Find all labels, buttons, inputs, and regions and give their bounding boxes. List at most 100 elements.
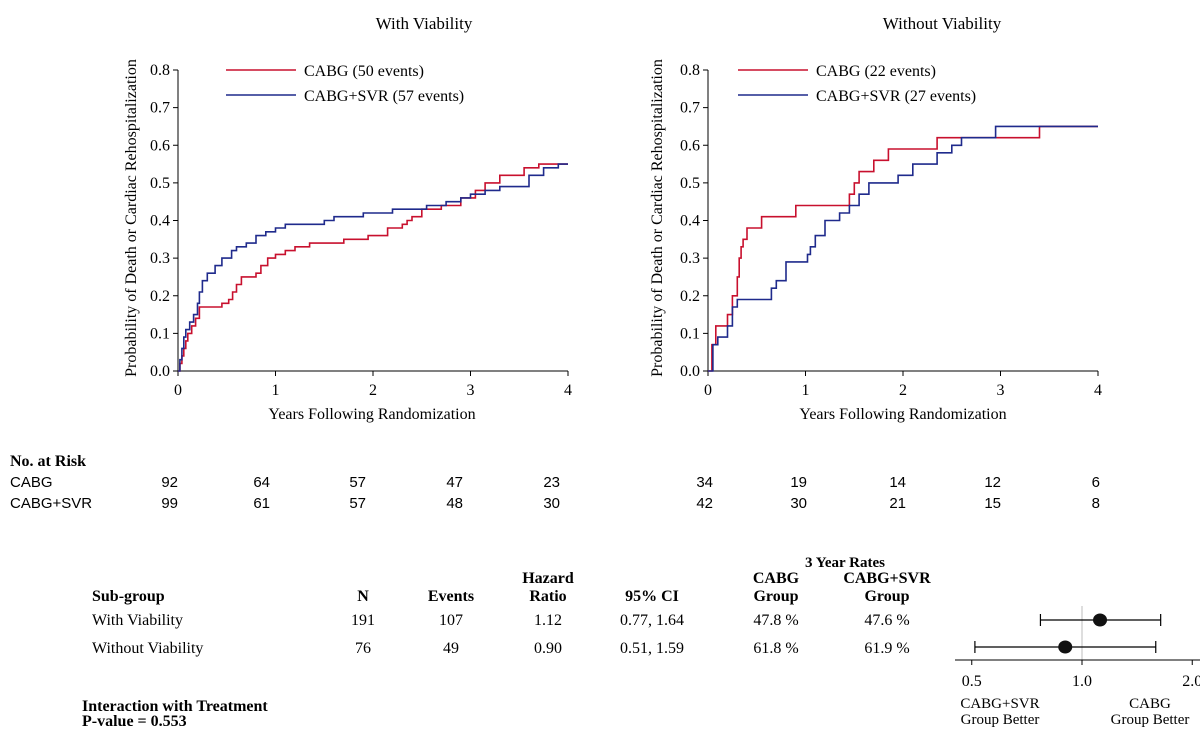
interaction-label: Interaction with Treatment bbox=[82, 698, 268, 715]
forest-plot: 0.5 1.0 2.0 CABG+SVR Group Better CABG Group … bbox=[955, 606, 1200, 728]
y-tick-label: 0.1 bbox=[680, 325, 700, 342]
panel-title: With Viability bbox=[376, 14, 473, 33]
legend-label-cabg: CABG (50 events) bbox=[304, 63, 424, 80]
header-hr-2: Ratio bbox=[529, 588, 566, 605]
header-svr-1: CABG+SVR bbox=[843, 570, 931, 587]
row-svr-rate: 47.6 % bbox=[864, 612, 909, 629]
risk-cell: 14 bbox=[889, 474, 906, 491]
forest-tick-label: 1.0 bbox=[1072, 673, 1092, 690]
series-line-cabg bbox=[178, 163, 568, 372]
x-tick-label: 4 bbox=[564, 382, 572, 399]
risk-table-heading: No. at Risk bbox=[10, 453, 86, 470]
series-line-cabg-svr bbox=[178, 163, 568, 372]
y-tick-label: 0.7 bbox=[680, 100, 700, 117]
y-tick-label: 0.0 bbox=[150, 363, 170, 380]
interaction-pvalue: P-value = 0.553 bbox=[82, 713, 187, 730]
y-axis-label: Probability of Death or Cardiac Rehospit… bbox=[649, 59, 666, 377]
y-tick-label: 0.5 bbox=[150, 175, 170, 192]
risk-cell: 30 bbox=[790, 495, 807, 512]
series-group bbox=[178, 163, 568, 372]
risk-cell: 64 bbox=[253, 474, 270, 491]
subgroup-table: 3 Year Rates Sub-group N Events Hazard R… bbox=[82, 555, 931, 730]
row-ci: 0.51, 1.59 bbox=[620, 640, 684, 657]
risk-cell: 48 bbox=[446, 495, 463, 512]
row-cabg-rate: 47.8 % bbox=[753, 612, 798, 629]
x-tick-label: 0 bbox=[174, 382, 182, 399]
caption-cabg-better: CABG Group Better bbox=[1111, 696, 1190, 728]
risk-table: No. at Risk CABG CABG+SVR 92 64 57 47 23… bbox=[10, 453, 1100, 512]
x-tick-label: 3 bbox=[467, 382, 475, 399]
risk-cell: 42 bbox=[696, 495, 713, 512]
rates-heading: 3 Year Rates bbox=[805, 555, 885, 571]
y-tick-label: 0.5 bbox=[680, 175, 700, 192]
x-tick-label: 3 bbox=[997, 382, 1005, 399]
row-n: 191 bbox=[351, 612, 375, 629]
risk-cell: 34 bbox=[696, 474, 713, 491]
forest-x-ticks: 0.5 1.0 2.0 bbox=[962, 660, 1200, 690]
km-panel-with-viability: With Viability Probability of Death or C… bbox=[123, 14, 572, 423]
header-cabg-2: Group bbox=[753, 588, 798, 605]
forest-tick-label: 2.0 bbox=[1182, 673, 1200, 690]
x-tick-label: 2 bbox=[369, 382, 377, 399]
row-hr: 0.90 bbox=[534, 640, 562, 657]
row-hr: 1.12 bbox=[534, 612, 562, 629]
risk-cell: 21 bbox=[889, 495, 906, 512]
y-axis-label: Probability of Death or Cardiac Rehospit… bbox=[123, 59, 140, 377]
y-tick-label: 0.0 bbox=[680, 363, 700, 380]
risk-cell: 15 bbox=[984, 495, 1001, 512]
x-ticks: 0 1 2 3 4 bbox=[704, 371, 1102, 399]
y-tick-label: 0.3 bbox=[150, 250, 170, 267]
forest-captions: CABG+SVR Group Better CABG Group Better bbox=[960, 696, 1189, 728]
legend: CABG (22 events) CABG+SVR (27 events) bbox=[738, 63, 976, 105]
y-ticks: 0.0 0.1 0.2 0.3 0.4 0.5 0.6 0.7 0.8 bbox=[150, 62, 178, 380]
row-events: 107 bbox=[439, 612, 463, 629]
panel-title: Without Viability bbox=[883, 14, 1002, 33]
hazard-ratio-point bbox=[1093, 613, 1108, 627]
y-tick-label: 0.8 bbox=[680, 62, 700, 79]
x-axis-label: Years Following Randomization bbox=[799, 406, 1006, 423]
y-tick-label: 0.4 bbox=[680, 213, 700, 230]
header-hr-1: Hazard bbox=[522, 570, 574, 587]
x-axis-label: Years Following Randomization bbox=[268, 406, 475, 423]
risk-cell: 23 bbox=[543, 474, 560, 491]
legend-label-cabg: CABG (22 events) bbox=[816, 63, 936, 80]
y-tick-label: 0.2 bbox=[150, 288, 170, 305]
x-tick-label: 2 bbox=[899, 382, 907, 399]
risk-cell: 92 bbox=[161, 474, 178, 491]
x-tick-label: 0 bbox=[704, 382, 712, 399]
y-tick-label: 0.7 bbox=[150, 100, 170, 117]
risk-row-label-cabg: CABG bbox=[10, 474, 53, 491]
risk-cell: 47 bbox=[446, 474, 463, 491]
row-ci: 0.77, 1.64 bbox=[620, 612, 684, 629]
x-tick-label: 1 bbox=[802, 382, 810, 399]
y-tick-label: 0.1 bbox=[150, 325, 170, 342]
row-n: 76 bbox=[355, 640, 371, 657]
series-line-cabg-svr bbox=[708, 125, 1098, 372]
risk-cell: 8 bbox=[1092, 495, 1100, 512]
caption-cabg-svr-better: CABG+SVR Group Better bbox=[960, 696, 1039, 728]
row-label: With Viability bbox=[92, 612, 183, 629]
y-tick-label: 0.2 bbox=[680, 288, 700, 305]
x-ticks: 0 1 2 3 4 bbox=[174, 371, 572, 399]
y-tick-label: 0.8 bbox=[150, 62, 170, 79]
header-svr-2: Group bbox=[864, 588, 909, 605]
y-ticks: 0.0 0.1 0.2 0.3 0.4 0.5 0.6 0.7 0.8 bbox=[680, 62, 708, 380]
legend-label-cabg-svr: CABG+SVR (57 events) bbox=[304, 88, 464, 105]
header-cabg-1: CABG bbox=[753, 570, 800, 587]
y-tick-label: 0.6 bbox=[150, 137, 170, 154]
series-group bbox=[708, 125, 1098, 372]
x-tick-label: 1 bbox=[272, 382, 280, 399]
y-tick-label: 0.3 bbox=[680, 250, 700, 267]
risk-cell: 57 bbox=[349, 495, 366, 512]
risk-cell: 61 bbox=[253, 495, 270, 512]
hazard-ratio-point bbox=[1058, 640, 1073, 654]
y-tick-label: 0.6 bbox=[680, 137, 700, 154]
legend: CABG (50 events) CABG+SVR (57 events) bbox=[226, 63, 464, 105]
row-cabg-rate: 61.8 % bbox=[753, 640, 798, 657]
risk-cell: 12 bbox=[984, 474, 1001, 491]
row-svr-rate: 61.9 % bbox=[864, 640, 909, 657]
forest-tick-label: 0.5 bbox=[962, 673, 982, 690]
y-tick-label: 0.4 bbox=[150, 213, 170, 230]
x-tick-label: 4 bbox=[1094, 382, 1102, 399]
